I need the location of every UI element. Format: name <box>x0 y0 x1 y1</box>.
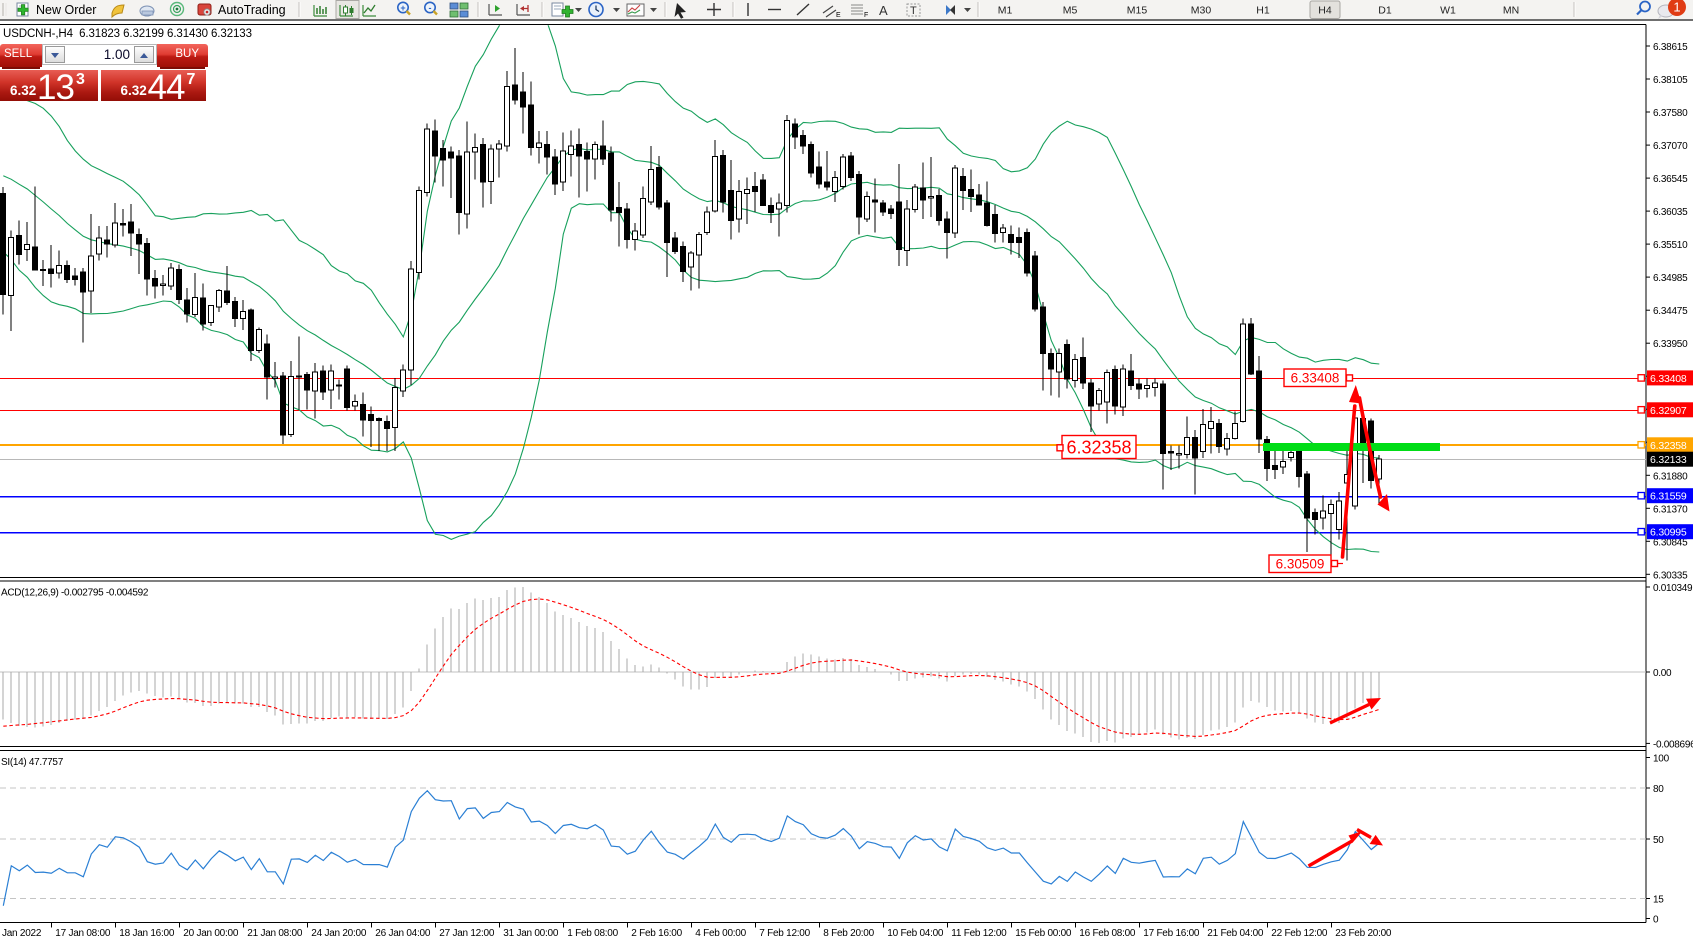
svg-text:2 Feb 16:00: 2 Feb 16:00 <box>631 928 682 939</box>
svg-text:17 Jan 08:00: 17 Jan 08:00 <box>55 928 111 939</box>
svg-text:11 Feb 12:00: 11 Feb 12:00 <box>951 928 1007 939</box>
svg-text:23 Feb 20:00: 23 Feb 20:00 <box>1335 928 1392 939</box>
svg-text:6.30995: 6.30995 <box>1650 527 1687 539</box>
svg-text:E: E <box>836 12 841 19</box>
svg-text:15 Feb 00:00: 15 Feb 00:00 <box>1015 928 1072 939</box>
svg-text:6.37580: 6.37580 <box>1653 108 1688 119</box>
svg-text:6.38105: 6.38105 <box>1653 75 1688 86</box>
svg-text:10 Feb 04:00: 10 Feb 04:00 <box>887 928 944 939</box>
svg-text:26 Jan 04:00: 26 Jan 04:00 <box>375 928 431 939</box>
svg-text:H4: H4 <box>1318 5 1332 17</box>
svg-text:1 Feb 08:00: 1 Feb 08:00 <box>567 928 618 939</box>
svg-text:H1: H1 <box>1256 5 1270 17</box>
svg-text:6.36035: 6.36035 <box>1653 207 1688 218</box>
svg-text:20 Jan 00:00: 20 Jan 00:00 <box>183 928 239 939</box>
svg-text:-0.008696: -0.008696 <box>1653 739 1693 750</box>
svg-text:22 Feb 12:00: 22 Feb 12:00 <box>1271 928 1328 939</box>
svg-text:M15: M15 <box>1127 5 1148 17</box>
svg-text:6.32907: 6.32907 <box>1650 405 1687 417</box>
svg-text:18 Jan 16:00: 18 Jan 16:00 <box>119 928 175 939</box>
svg-text:0.00: 0.00 <box>1653 668 1672 679</box>
svg-text:SI(14) 47.7757: SI(14) 47.7757 <box>1 757 64 768</box>
svg-text:27 Jan 12:00: 27 Jan 12:00 <box>439 928 495 939</box>
svg-text:24 Jan 20:00: 24 Jan 20:00 <box>311 928 367 939</box>
svg-text:6.30335: 6.30335 <box>1653 570 1688 581</box>
svg-text:6.33408: 6.33408 <box>1650 373 1687 385</box>
svg-text:8 Feb 20:00: 8 Feb 20:00 <box>823 928 874 939</box>
svg-text:M1: M1 <box>998 5 1013 17</box>
svg-text:16 Feb 08:00: 16 Feb 08:00 <box>1079 928 1136 939</box>
svg-text:50: 50 <box>1653 835 1664 846</box>
svg-text:6.31370: 6.31370 <box>1653 504 1688 515</box>
svg-text:-: - <box>429 3 432 13</box>
svg-text:Jan 2022: Jan 2022 <box>2 928 42 939</box>
svg-text:80: 80 <box>1653 784 1664 795</box>
svg-text:6.30845: 6.30845 <box>1653 537 1688 548</box>
svg-text:6.35510: 6.35510 <box>1653 240 1688 251</box>
svg-text:6.33950: 6.33950 <box>1653 339 1688 350</box>
svg-text:21 Jan 08:00: 21 Jan 08:00 <box>247 928 303 939</box>
svg-text:6.32133: 6.32133 <box>1650 454 1687 466</box>
svg-text:7 Feb 12:00: 7 Feb 12:00 <box>759 928 810 939</box>
svg-text:15: 15 <box>1653 895 1664 906</box>
svg-text:6.31559: 6.31559 <box>1650 491 1687 503</box>
svg-text:6.38615: 6.38615 <box>1653 42 1688 53</box>
svg-text:M5: M5 <box>1063 5 1078 17</box>
svg-text:0.010349: 0.010349 <box>1653 583 1693 594</box>
svg-text:A: A <box>879 3 888 18</box>
svg-text:17 Feb 16:00: 17 Feb 16:00 <box>1143 928 1200 939</box>
svg-text:D1: D1 <box>1378 5 1392 17</box>
svg-text:W1: W1 <box>1440 5 1456 17</box>
svg-text:F: F <box>864 12 868 19</box>
svg-text:ACD(12,26,9) -0.002795 -0.0045: ACD(12,26,9) -0.002795 -0.004592 <box>1 588 149 599</box>
svg-text:6.34475: 6.34475 <box>1653 306 1688 317</box>
svg-text:31 Jan 00:00: 31 Jan 00:00 <box>503 928 559 939</box>
svg-text:T: T <box>910 5 917 17</box>
svg-text:21 Feb 04:00: 21 Feb 04:00 <box>1207 928 1264 939</box>
svg-text:4 Feb 00:00: 4 Feb 00:00 <box>695 928 746 939</box>
svg-text:6.34985: 6.34985 <box>1653 273 1688 284</box>
svg-text:M30: M30 <box>1191 5 1212 17</box>
svg-text:0: 0 <box>1653 915 1659 926</box>
svg-text:6.37070: 6.37070 <box>1653 141 1688 152</box>
svg-text:1: 1 <box>1673 0 1680 15</box>
svg-text:6.36545: 6.36545 <box>1653 174 1688 185</box>
svg-text:6.33408: 6.33408 <box>1291 371 1340 386</box>
svg-text:6.32358: 6.32358 <box>1650 440 1687 452</box>
svg-text:AutoTrading: AutoTrading <box>218 3 286 17</box>
svg-text:6.31880: 6.31880 <box>1653 471 1688 482</box>
svg-text:New Order: New Order <box>36 3 96 17</box>
svg-text:6.32358: 6.32358 <box>1066 437 1131 457</box>
svg-text:+: + <box>400 3 405 13</box>
svg-text:MN: MN <box>1503 5 1519 17</box>
svg-text:6.30509: 6.30509 <box>1276 557 1325 572</box>
svg-text:100: 100 <box>1653 754 1670 765</box>
